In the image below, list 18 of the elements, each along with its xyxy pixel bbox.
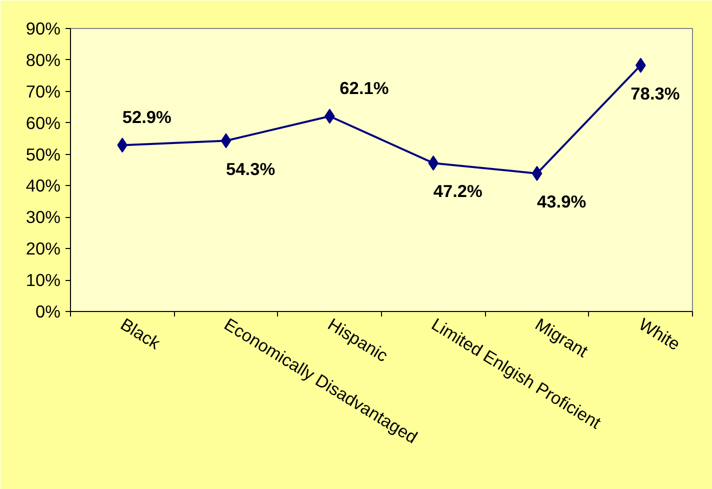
y-tick-label: 30% xyxy=(26,207,61,228)
point xyxy=(220,133,232,148)
y-tick-label: 20% xyxy=(26,238,61,259)
data-label: 43.9% xyxy=(537,191,586,212)
y-tick-label: 50% xyxy=(26,144,61,164)
y-tick-label: 60% xyxy=(26,112,61,133)
data-label: 54.3% xyxy=(226,158,276,179)
data-label: 52.9% xyxy=(122,107,172,128)
y-tick-label: 0% xyxy=(35,302,60,322)
y-tick-label: 90% xyxy=(26,18,61,38)
data-label: 47.2% xyxy=(433,181,482,202)
y-tick-label: 40% xyxy=(26,176,61,196)
data-label: 78.3% xyxy=(630,83,680,104)
y-tick-label: 10% xyxy=(26,270,61,290)
data-label: 62.1% xyxy=(340,78,389,98)
point xyxy=(532,166,542,181)
y-tick-label: 80% xyxy=(26,50,61,70)
y-tick-label: 70% xyxy=(26,81,61,102)
